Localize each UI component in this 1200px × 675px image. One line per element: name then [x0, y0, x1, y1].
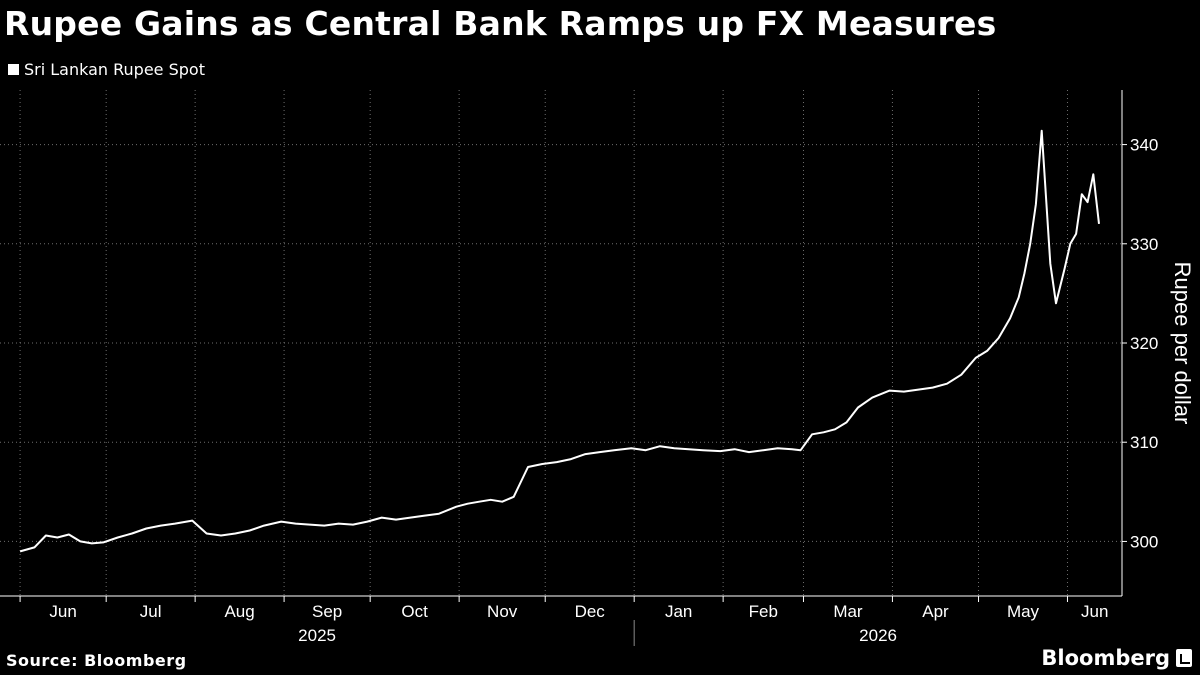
x-tick-label: Nov	[487, 602, 518, 621]
x-tick-label: Dec	[575, 602, 606, 621]
y-tick-label: 310	[1130, 433, 1158, 452]
brand-mark-icon	[1176, 649, 1192, 667]
x-tick-label: May	[1007, 602, 1040, 621]
brand-logo: Bloomberg	[1041, 646, 1192, 670]
x-tick-label: Apr	[922, 602, 949, 621]
chart-title: Rupee Gains as Central Bank Ramps up FX …	[4, 4, 997, 43]
x-tick-label: Jul	[140, 602, 162, 621]
legend: Sri Lankan Rupee Spot	[8, 60, 205, 79]
y-axis-title: Rupee per dollar	[1170, 262, 1195, 425]
legend-label: Sri Lankan Rupee Spot	[24, 60, 205, 79]
x-tick-label: Jun	[1081, 602, 1108, 621]
legend-swatch	[8, 64, 19, 75]
year-label: 2025	[298, 626, 336, 645]
y-tick-label: 320	[1130, 334, 1158, 353]
y-tick-label: 300	[1130, 532, 1158, 551]
x-tick-label: Sep	[312, 602, 342, 621]
x-tick-label: Aug	[224, 602, 254, 621]
x-tick-label: Mar	[833, 602, 863, 621]
x-tick-label: Oct	[401, 602, 428, 621]
year-label: 2026	[859, 626, 897, 645]
series-line	[19, 129, 1100, 553]
y-tick-label: 330	[1130, 235, 1158, 254]
source-note: Source: Bloomberg	[6, 651, 187, 670]
x-tick-label: Jun	[49, 602, 76, 621]
x-tick-label: Feb	[749, 602, 778, 621]
brand-name: Bloomberg	[1041, 646, 1170, 670]
y-tick-label: 340	[1130, 136, 1158, 155]
x-tick-label: Jan	[665, 602, 692, 621]
